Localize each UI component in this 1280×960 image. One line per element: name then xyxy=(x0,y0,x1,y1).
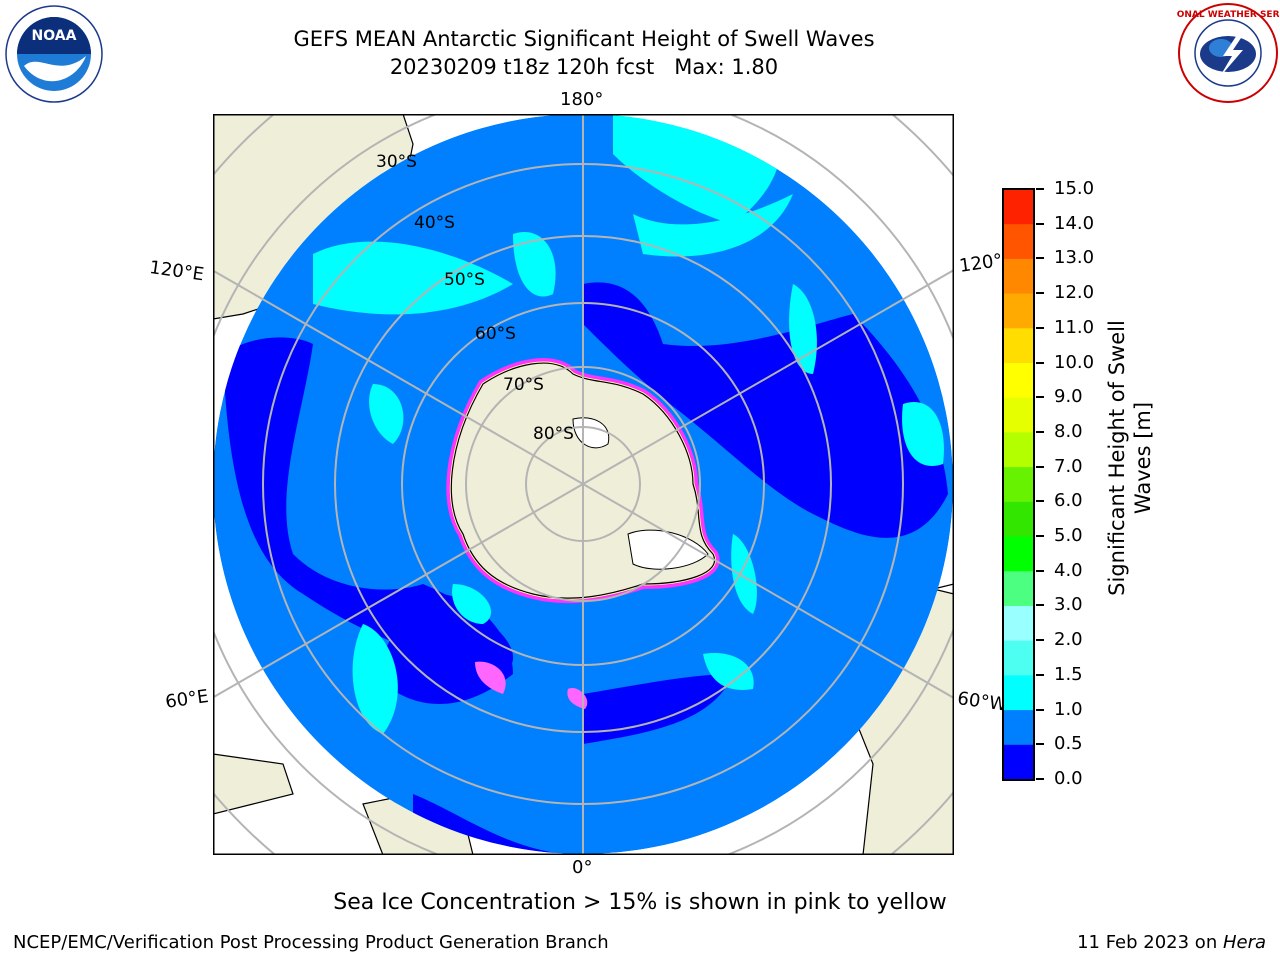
lat-label-30s: 30°S xyxy=(376,152,417,172)
lon-label-60w: 60°W xyxy=(956,688,1009,716)
colorbar-cell xyxy=(1003,223,1034,259)
colorbar-title: Significant Height of Swell Waves [m] xyxy=(1105,320,1155,596)
colorbar-tick-mark xyxy=(1036,569,1044,572)
colorbar-tick-mark xyxy=(1036,361,1044,364)
low-swell-zone-indian xyxy=(223,337,514,674)
colorbar-cell xyxy=(1003,397,1034,433)
colorbar-tick-mark xyxy=(1036,604,1044,607)
colorbar-cell xyxy=(1003,189,1034,225)
ice-shelf-weddell xyxy=(627,529,709,570)
swell-patch-4 xyxy=(902,402,944,466)
low-swell-zone-atlantic xyxy=(583,674,733,744)
map-frame xyxy=(213,114,954,855)
colorbar-tick-mark xyxy=(1036,743,1044,746)
colorbar-tick-mark xyxy=(1036,778,1044,780)
lon-label-180: 180° xyxy=(560,89,604,110)
footer-host: Hera xyxy=(1222,932,1266,953)
colorbar-tick-label: 11.0 xyxy=(1054,316,1095,338)
swell-patch-1 xyxy=(513,232,556,297)
footer-date: 11 Feb 2023 on Hera xyxy=(1077,932,1266,953)
colorbar-cell xyxy=(1003,466,1034,502)
colorbar-tick-mark xyxy=(1036,292,1044,295)
sea-ice-caption: Sea Ice Concentration > 15% is shown in … xyxy=(333,890,947,915)
swell-patch-pacific xyxy=(633,194,793,257)
colorbar-tick-mark xyxy=(1036,535,1044,538)
colorbar-tick-mark xyxy=(1036,430,1044,433)
lat-label-80s: 80°S xyxy=(533,424,574,444)
colorbar-frame xyxy=(1002,188,1035,781)
swell-patch-9 xyxy=(369,384,404,444)
lon-label-0: 0° xyxy=(572,857,593,878)
lon-label-120e: 120°E xyxy=(148,257,206,286)
colorbar-cell xyxy=(1003,640,1034,676)
swell-patch-3 xyxy=(789,284,817,374)
lat-label-40s: 40°S xyxy=(414,213,455,233)
colorbar-tick-label: 8.0 xyxy=(1054,420,1083,442)
footer-credit: NCEP/EMC/Verification Post Processing Pr… xyxy=(13,932,609,953)
chart-subtitle: 20230209 t18z 120h fcst Max: 1.80 xyxy=(389,55,779,79)
colorbar-cell xyxy=(1003,501,1034,537)
colorbar-tick-label: 1.5 xyxy=(1054,663,1083,685)
swell-patch-2 xyxy=(313,241,513,315)
graticule xyxy=(213,114,954,855)
swell-patch-8 xyxy=(731,534,757,614)
colorbar-cell xyxy=(1003,605,1034,641)
colorbar-cell xyxy=(1003,431,1034,468)
colorbar-cell xyxy=(1003,570,1034,606)
nws-logo: NATIONAL WEATHER SERVICE xyxy=(1177,3,1279,103)
colorbar-cell xyxy=(1003,362,1034,398)
sea-ice-patch-1 xyxy=(475,661,506,694)
colorbar-tick-mark xyxy=(1036,188,1044,190)
colorbar-tick-mark xyxy=(1036,257,1044,260)
colorbar-tick-label: 14.0 xyxy=(1054,212,1095,234)
colorbar-tick-mark xyxy=(1036,465,1044,468)
colorbar-tick-label: 4.0 xyxy=(1054,559,1083,581)
colorbar-cell xyxy=(1003,536,1034,572)
meridian-60E-120W xyxy=(213,268,954,699)
colorbar-cell xyxy=(1003,709,1034,745)
colorbar-tick-label: 10.0 xyxy=(1054,351,1095,373)
colorbar-tick-label: 12.0 xyxy=(1054,282,1095,304)
swell-patch-5 xyxy=(352,624,398,734)
colorbar-tick-label: 13.0 xyxy=(1054,247,1095,269)
colorbar-cell xyxy=(1003,327,1034,364)
ice-shelf-ross xyxy=(572,417,610,449)
chart-title: GEFS MEAN Antarctic Significant Height o… xyxy=(293,27,875,51)
colorbar-tick-mark xyxy=(1036,673,1044,676)
lat-label-50s: 50°S xyxy=(444,270,485,290)
colorbar xyxy=(1002,188,1035,781)
colorbar-tick-mark xyxy=(1036,500,1044,503)
colorbar-tick-mark xyxy=(1036,222,1044,225)
colorbar-tick-label: 9.0 xyxy=(1054,386,1083,408)
colorbar-tick-label: 1.0 xyxy=(1054,698,1083,720)
colorbar-tick-label: 7.0 xyxy=(1054,455,1083,477)
colorbar-cell xyxy=(1003,744,1034,780)
polar-map xyxy=(213,114,954,855)
colorbar-tick-mark xyxy=(1036,639,1044,642)
colorbar-tick-label: 0.5 xyxy=(1054,733,1083,755)
footer-date-text: 11 Feb 2023 on xyxy=(1077,932,1223,953)
colorbar-tick-label: 5.0 xyxy=(1054,525,1083,547)
colorbar-tick-label: 15.0 xyxy=(1054,178,1095,199)
colorbar-cell xyxy=(1003,293,1034,329)
colorbar-tick-label: 6.0 xyxy=(1054,490,1083,512)
swell-patch-6 xyxy=(452,584,492,624)
noaa-logo-text: NOAA xyxy=(32,28,77,44)
lat-label-70s: 70°S xyxy=(503,375,544,395)
colorbar-tick-label: 2.0 xyxy=(1054,629,1083,651)
colorbar-tick-mark xyxy=(1036,326,1044,329)
lon-label-60e: 60°E xyxy=(164,685,210,713)
low-swell-zone-pacific xyxy=(583,282,948,538)
swell-patch-7 xyxy=(703,653,754,690)
colorbar-tick-mark xyxy=(1036,708,1044,711)
noaa-logo: NOAA xyxy=(5,5,103,103)
colorbar-tick-mark xyxy=(1036,396,1044,399)
colorbar-cell xyxy=(1003,674,1034,711)
colorbar-tick-label: 0.0 xyxy=(1054,768,1083,789)
colorbar-cell xyxy=(1003,258,1034,294)
colorbar-tick-label: 3.0 xyxy=(1054,594,1083,616)
svg-text:NATIONAL WEATHER SERVICE: NATIONAL WEATHER SERVICE xyxy=(1177,10,1279,20)
lat-label-60s: 60°S xyxy=(475,324,516,344)
